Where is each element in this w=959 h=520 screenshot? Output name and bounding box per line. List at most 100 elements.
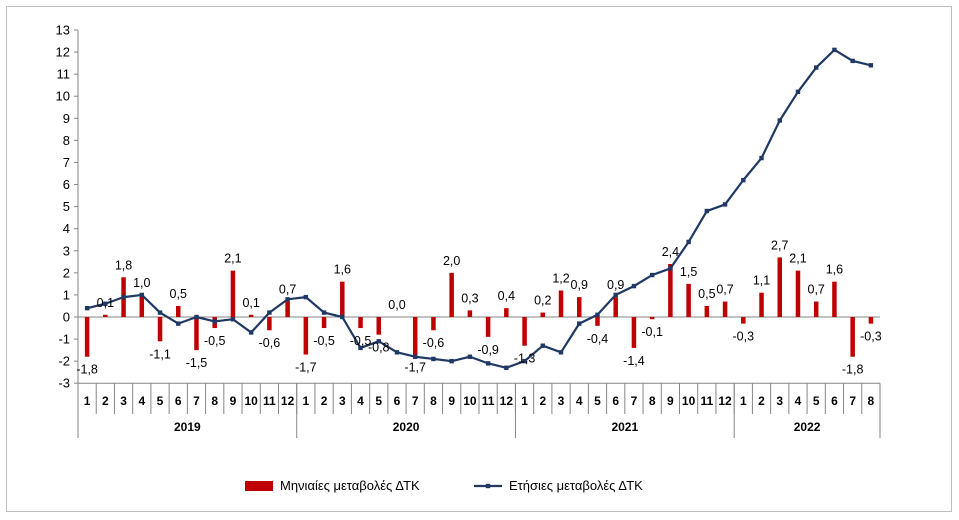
bar-data-label: 0,7 <box>279 283 296 297</box>
bar-data-label: 0,1 <box>97 296 114 310</box>
year-label: 2019 <box>174 420 201 434</box>
chart-frame <box>6 6 952 512</box>
line-point <box>540 343 545 348</box>
bar <box>194 317 199 351</box>
bar-data-label: -0,6 <box>259 336 281 350</box>
month-label: 9 <box>230 394 237 408</box>
month-label: 10 <box>244 394 258 408</box>
month-label: 11 <box>700 394 713 408</box>
line-point <box>868 63 874 68</box>
month-label: 1 <box>521 394 528 408</box>
y-tick-label: 12 <box>56 45 70 60</box>
y-tick-label: 0 <box>63 310 70 325</box>
line-point <box>394 350 400 355</box>
month-label: 5 <box>594 394 601 408</box>
bar <box>267 317 272 331</box>
bar-data-label: 1,6 <box>334 263 351 277</box>
month-label: 6 <box>394 394 401 408</box>
bar-data-label: 2,7 <box>771 238 788 252</box>
month-label: 4 <box>795 394 802 408</box>
line-point <box>522 358 527 364</box>
bar-data-label: 2,1 <box>224 252 241 266</box>
bar-data-label: 1,1 <box>753 274 770 288</box>
y-tick-label: 1 <box>63 287 70 302</box>
bar-data-label: 2,1 <box>789 252 806 266</box>
month-label: 5 <box>375 394 382 408</box>
line-point <box>303 294 309 300</box>
year-label: 2020 <box>393 420 420 434</box>
bar-data-label: -0,3 <box>733 330 755 344</box>
line-point <box>321 310 327 315</box>
y-tick-label: 7 <box>63 155 70 170</box>
bar <box>813 301 819 317</box>
bar-data-label: 0,3 <box>461 291 478 305</box>
month-label: 2 <box>539 394 546 408</box>
year-label: 2021 <box>611 420 638 434</box>
bar <box>668 264 673 317</box>
bar <box>230 270 236 317</box>
line-point <box>850 58 855 64</box>
line-point <box>139 292 144 298</box>
year-label: 2022 <box>794 420 821 434</box>
month-label: 7 <box>412 394 419 408</box>
line-point <box>814 65 819 70</box>
line-point <box>759 155 764 161</box>
bar-data-label: 1,8 <box>115 258 132 272</box>
line-point <box>176 321 181 326</box>
bar-data-label: -0,6 <box>423 336 445 350</box>
month-label: 9 <box>448 394 455 408</box>
month-label: 4 <box>138 394 145 408</box>
y-tick-label: 2 <box>63 265 70 280</box>
bar <box>285 301 290 317</box>
bar-data-label: 2,4 <box>662 245 679 259</box>
month-label: 7 <box>193 394 200 408</box>
bar <box>631 317 637 348</box>
month-label: 10 <box>682 394 696 408</box>
line-point <box>467 354 473 359</box>
line-point <box>504 365 509 370</box>
bar <box>832 281 837 317</box>
bar <box>157 317 163 342</box>
bar <box>595 317 600 326</box>
line-point <box>777 118 782 123</box>
month-label: 5 <box>813 394 820 408</box>
bar-data-label: 0,5 <box>170 287 187 301</box>
month-label: 2 <box>321 394 328 408</box>
month-label: 8 <box>649 394 656 408</box>
bar <box>358 317 363 329</box>
bar <box>103 314 108 317</box>
bar-data-label: 1,6 <box>826 263 843 277</box>
bar-series <box>84 257 874 357</box>
line-point <box>248 330 254 335</box>
bar <box>376 317 381 335</box>
line-point <box>649 272 655 278</box>
month-label: 3 <box>339 394 346 408</box>
bar-data-label: -0,5 <box>204 334 226 348</box>
data-labels: -1,8 0,1 1,81,0 -1,1 0,5 -1,5 -0,5 2,1 0,1 -0,6 0,… <box>76 238 881 376</box>
month-label: 4 <box>576 394 583 408</box>
bar <box>248 314 254 317</box>
y-tick-label: 5 <box>63 199 70 214</box>
bar <box>412 317 418 355</box>
legend-marker-annual <box>485 483 491 489</box>
line-point <box>340 314 345 320</box>
line-point <box>358 345 363 351</box>
y-tick-label: -3 <box>58 376 70 391</box>
month-label: 2 <box>758 394 765 408</box>
bar-data-label: -0,4 <box>587 332 609 346</box>
bar-data-label: -0,8 <box>368 341 390 355</box>
month-label: 2 <box>102 394 109 408</box>
line-point <box>449 358 454 364</box>
bar-data-label: 0,4 <box>498 289 515 303</box>
bar <box>139 294 145 317</box>
bar <box>777 257 782 317</box>
line-point <box>485 361 491 366</box>
month-label: 7 <box>631 394 638 408</box>
line-point <box>212 319 217 324</box>
month-label: 4 <box>357 394 364 408</box>
line-point <box>230 317 236 322</box>
bar <box>686 283 691 317</box>
bar-data-label: -1,8 <box>842 363 864 377</box>
month-label: 10 <box>463 394 477 408</box>
